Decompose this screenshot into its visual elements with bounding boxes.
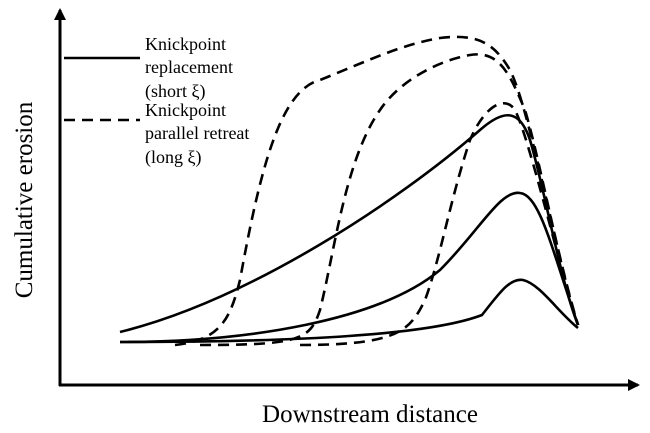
x-axis-label: Downstream distance <box>262 401 478 428</box>
legend-text: (short ξ) <box>145 81 206 102</box>
legend-text: (long ξ) <box>145 147 202 168</box>
legend-text: replacement <box>145 57 233 77</box>
legend-text: Knickpoint <box>145 100 226 120</box>
solid-curve <box>119 113 580 334</box>
y-axis-label: Cumulative erosion <box>11 101 38 298</box>
solid-curve <box>119 191 580 344</box>
dashed-curve <box>174 35 580 347</box>
solid-curve <box>119 278 579 344</box>
dashed-curve <box>199 53 580 347</box>
legend-text: Knickpoint <box>145 34 226 54</box>
dashed-curve <box>299 102 580 347</box>
legend-text: parallel retreat <box>145 123 249 143</box>
